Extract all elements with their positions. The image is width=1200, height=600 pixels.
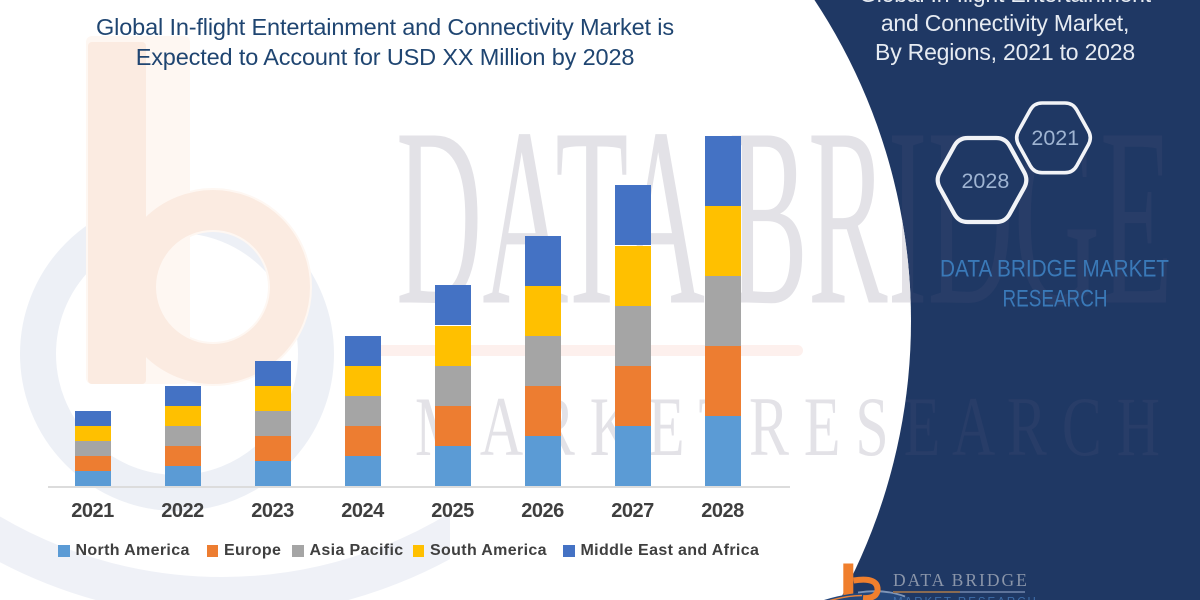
svg-text:DATA BRIDGE MARKET: DATA BRIDGE MARKET [940,255,1169,282]
svg-text:DATA BRIDGE: DATA BRIDGE [396,77,1173,359]
svg-text:M A R K E T R E S E A R C H: M A R K E T R E S E A R C H [415,380,1160,474]
svg-text:RESEARCH: RESEARCH [1003,285,1108,312]
svg-text:2021: 2021 [1031,126,1079,150]
svg-text:MARKET RESEARCH: MARKET RESEARCH [893,597,1038,600]
svg-text:2028: 2028 [961,169,1009,193]
svg-text:DATA BRIDGE: DATA BRIDGE [893,570,1029,590]
